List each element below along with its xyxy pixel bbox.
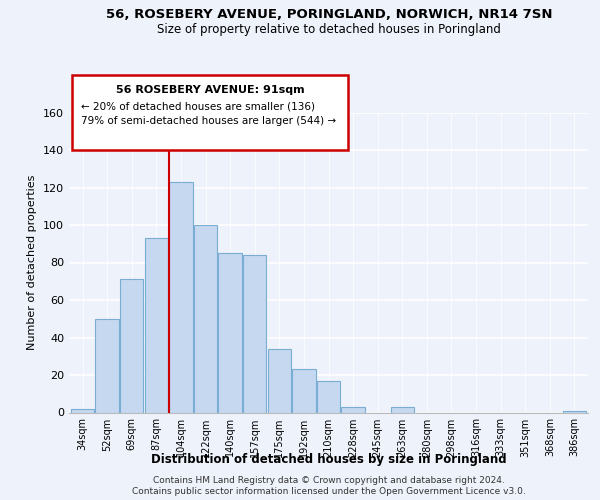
Bar — [120, 280, 143, 412]
Bar — [95, 319, 119, 412]
Bar — [243, 255, 266, 412]
Y-axis label: Number of detached properties: Number of detached properties — [28, 175, 37, 350]
Text: 56, ROSEBERY AVENUE, PORINGLAND, NORWICH, NR14 7SN: 56, ROSEBERY AVENUE, PORINGLAND, NORWICH… — [106, 8, 552, 20]
Text: Contains HM Land Registry data © Crown copyright and database right 2024.: Contains HM Land Registry data © Crown c… — [153, 476, 505, 485]
Bar — [391, 407, 414, 412]
Text: Size of property relative to detached houses in Poringland: Size of property relative to detached ho… — [157, 22, 501, 36]
Bar — [563, 410, 586, 412]
Bar — [317, 380, 340, 412]
Bar — [194, 225, 217, 412]
Bar — [71, 409, 94, 412]
Text: Distribution of detached houses by size in Poringland: Distribution of detached houses by size … — [151, 452, 506, 466]
Text: Contains public sector information licensed under the Open Government Licence v3: Contains public sector information licen… — [132, 487, 526, 496]
Bar — [268, 349, 291, 412]
Text: ← 20% of detached houses are smaller (136): ← 20% of detached houses are smaller (13… — [81, 102, 315, 112]
Bar — [292, 370, 316, 412]
Text: 79% of semi-detached houses are larger (544) →: 79% of semi-detached houses are larger (… — [81, 116, 336, 126]
Bar — [169, 182, 193, 412]
Text: 56 ROSEBERY AVENUE: 91sqm: 56 ROSEBERY AVENUE: 91sqm — [116, 85, 304, 95]
Bar — [218, 253, 242, 412]
Bar — [341, 407, 365, 412]
Bar — [145, 238, 168, 412]
